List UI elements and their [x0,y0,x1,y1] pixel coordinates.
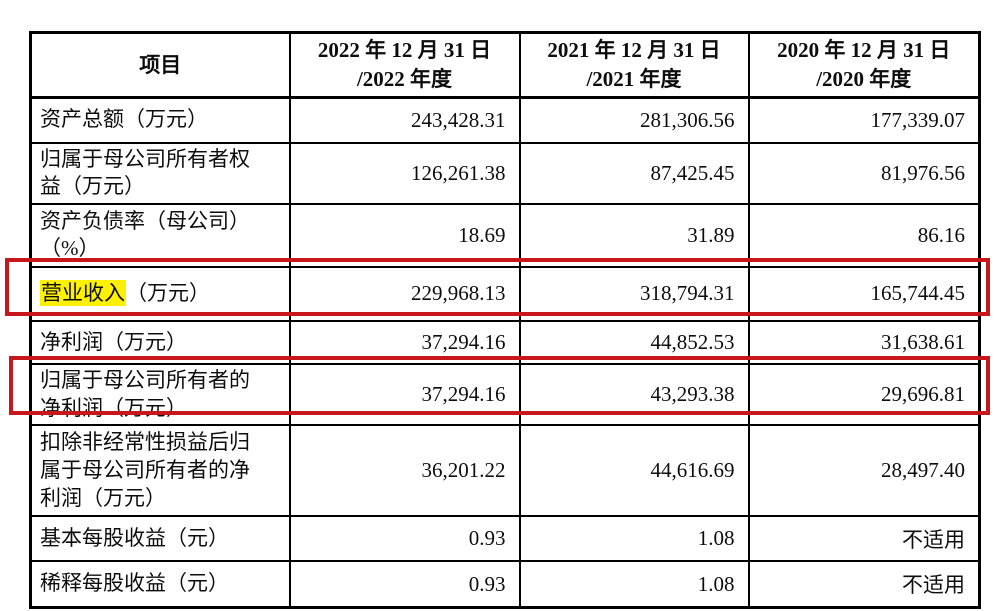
highlighted-text: 营业收入 [40,280,126,307]
row-label: 资产总额（万元） [29,96,291,144]
row-value: 243,428.31 [288,96,521,144]
table-row: 资产负债率（母公司）（%） 18.69 31.89 86.16 [29,202,981,268]
row-value: 44,616.69 [518,424,750,518]
row-value: 29,696.81 [747,362,981,427]
row-label: 归属于母公司所有者的净利润（万元） [29,362,291,427]
table-row: 营业收入（万元） 229,968.13 318,794.31 165,744.45 [29,265,981,322]
row-value: 18.69 [288,202,521,268]
table-row: 基本每股收益（元） 0.93 1.08 不适用 [29,515,981,563]
label-text: 资产总额（万元） [40,107,208,132]
row-value: 1.08 [518,515,750,563]
row-label: 稀释每股收益（元） [29,560,291,609]
column-header-label: 项目 [139,52,182,77]
label-text: 基本每股收益（元） [40,526,229,551]
row-value: 44,852.53 [518,319,750,365]
column-header-line2: /2020 年度 [816,67,912,91]
column-header-line2: /2022 年度 [356,67,453,91]
table-header-row: 项目 2022 年 12 月 31 日 /2022 年度 2021 年 12 月… [29,31,981,99]
label-text: 扣除非经常性损益后归属于母公司所有者的净利润（万元） [40,430,250,510]
row-value: 1.08 [518,560,750,609]
table-body: 资产总额（万元） 243,428.31 281,306.56 177,339.07 归属… [29,96,981,609]
row-value: 43,293.38 [518,362,750,427]
column-header-line2: /2021 年度 [586,67,682,91]
row-label: 净利润（万元） [29,319,291,365]
row-value: 165,744.45 [747,265,981,322]
table-row: 扣除非经常性损益后归属于母公司所有者的净利润（万元） 36,201.22 44,61… [29,424,981,518]
financial-summary-table: 项目 2022 年 12 月 31 日 /2022 年度 2021 年 12 月… [29,31,981,609]
row-value: 不适用 [747,560,981,609]
row-label: 营业收入（万元） [29,265,291,322]
row-value: 0.93 [288,560,521,609]
column-header-line1: 2021 年 12 月 31 日 [547,38,721,63]
column-header-2022: 2022 年 12 月 31 日 /2022 年度 [288,31,521,99]
row-value: 281,306.56 [518,96,750,144]
row-value: 229,968.13 [288,265,521,322]
row-value: 31,638.61 [747,319,981,365]
column-header-line1: 2022 年 12 月 31 日 [317,38,492,63]
column-header-2021: 2021 年 12 月 31 日 /2021 年度 [518,31,750,99]
column-header-2020: 2020 年 12 月 31 日 /2020 年度 [747,31,981,99]
label-text: 净利润（万元） [40,329,187,354]
row-value: 87,425.45 [518,141,750,205]
row-label: 归属于母公司所有者权益（万元） [29,141,291,205]
label-text: （万元） [126,281,210,306]
label-text: 归属于母公司所有者的净利润（万元） [40,367,250,420]
row-value: 81,976.56 [747,141,981,205]
label-text: 稀释每股收益（元） [40,571,229,596]
row-value: 37,294.16 [288,319,521,365]
row-value: 不适用 [747,515,981,563]
row-value: 36,201.22 [288,424,521,518]
row-value: 31.89 [518,202,750,268]
row-value: 37,294.16 [288,362,521,427]
row-label: 扣除非经常性损益后归属于母公司所有者的净利润（万元） [29,424,291,518]
table-row: 归属于母公司所有者权益（万元） 126,261.38 87,425.45 81,976… [29,141,981,205]
row-label: 资产负债率（母公司）（%） [29,202,291,268]
column-header-item: 项目 [29,31,291,99]
table-row: 稀释每股收益（元） 0.93 1.08 不适用 [29,560,981,609]
row-value: 28,497.40 [747,424,981,518]
row-value: 86.16 [747,202,981,268]
label-text: 归属于母公司所有者权益（万元） [40,146,250,199]
table-row: 净利润（万元） 37,294.16 44,852.53 31,638.61 [29,319,981,365]
table-row: 归属于母公司所有者的净利润（万元） 37,294.16 43,293.38 29,69… [29,362,981,427]
row-value: 318,794.31 [518,265,750,322]
table-row: 资产总额（万元） 243,428.31 281,306.56 177,339.07 [29,96,981,144]
label-text: 资产负债率（母公司）（%） [40,208,250,261]
column-header-line1: 2020 年 12 月 31 日 [777,38,951,63]
row-value: 0.93 [288,515,521,563]
row-value: 177,339.07 [747,96,981,144]
row-label: 基本每股收益（元） [29,515,291,563]
row-value: 126,261.38 [288,141,521,205]
